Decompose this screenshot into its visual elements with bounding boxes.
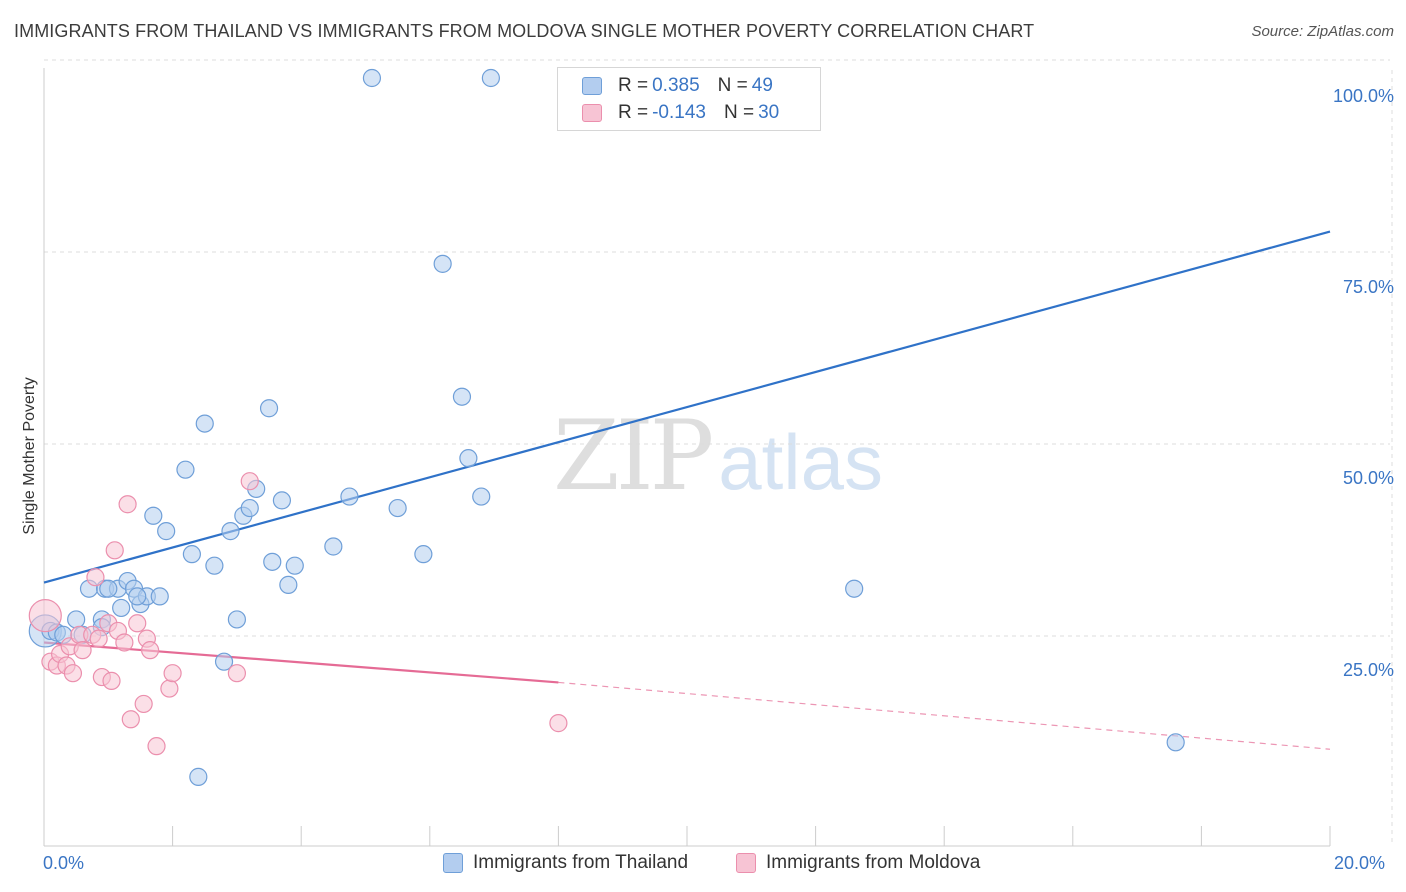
- r-value: 0.385: [652, 75, 700, 96]
- thailand-point: [227, 610, 246, 629]
- moldova-point: [147, 737, 166, 756]
- thailand-point: [195, 414, 214, 433]
- n-value: 30: [758, 102, 780, 123]
- thailand-point: [388, 498, 407, 518]
- moldova-point: [115, 633, 134, 652]
- thailand-point: [67, 610, 86, 629]
- n-value: 49: [751, 75, 773, 96]
- moldova-point: [105, 541, 124, 560]
- thailand-point: [472, 487, 491, 506]
- moldova-point: [549, 714, 568, 733]
- thailand-point: [144, 506, 163, 525]
- moldova-point: [128, 614, 147, 633]
- thailand-point: [157, 522, 176, 541]
- thailand-point: [128, 587, 147, 606]
- thailand-point: [205, 556, 224, 575]
- thailand-legend-swatch: [443, 853, 463, 873]
- thailand-point: [182, 545, 201, 564]
- n-label: N =: [723, 102, 755, 123]
- thailand-point: [433, 254, 452, 273]
- legend-item-thailand[interactable]: Immigrants from Thailand: [443, 852, 688, 874]
- n-label: N =: [717, 75, 748, 96]
- thailand-point: [414, 545, 433, 564]
- moldova-point: [86, 568, 105, 587]
- thailand-point: [324, 537, 343, 556]
- thailand-point: [279, 575, 298, 594]
- watermark: ZIP atlas: [553, 400, 883, 512]
- thailand-point: [176, 460, 195, 479]
- y-tick-label-50: 50.0%: [1342, 468, 1394, 488]
- stats-legend: R = 0.385 N = 49 R = -0.143 N = 30: [557, 67, 821, 131]
- y-tick-label-100: 100.0%: [1332, 86, 1394, 106]
- moldova-point: [240, 472, 259, 491]
- legend-row-moldova: R = -0.143 N = 30: [582, 101, 779, 125]
- thailand-point: [189, 767, 208, 786]
- source-label: Source: ZipAtlas.com: [1251, 23, 1394, 40]
- moldova-swatch: [582, 104, 602, 122]
- y-tick-label-25: 25.0%: [1342, 660, 1394, 680]
- thailand-point: [259, 399, 279, 418]
- r-label: R =: [618, 102, 649, 123]
- moldova-point: [102, 671, 121, 690]
- y-axis-label: Single Mother Poverty: [21, 377, 38, 535]
- r-label: R =: [618, 75, 649, 96]
- thailand-point: [285, 556, 304, 575]
- moldova-point: [63, 664, 83, 683]
- moldova-point: [163, 664, 182, 683]
- moldova-trend-line-extension: [558, 681, 1331, 750]
- thailand-trend-line: [43, 230, 1331, 584]
- x-tick-label-min: 0.0%: [43, 853, 85, 873]
- thailand-point: [845, 579, 864, 598]
- thailand-point: [214, 652, 234, 671]
- moldova-point: [118, 495, 137, 514]
- thailand-point: [452, 387, 472, 406]
- watermark-zip: ZIP: [553, 400, 714, 512]
- thailand-point: [99, 579, 118, 598]
- moldova-point: [160, 679, 179, 698]
- legend-row-thailand: R = 0.385 N = 49: [582, 74, 773, 98]
- thailand-point: [221, 522, 240, 541]
- r-value: -0.143: [652, 102, 706, 123]
- thailand-point: [112, 598, 131, 618]
- moldova-point: [140, 641, 160, 660]
- chart-title: IMMIGRANTS FROM THAILAND VS IMMIGRANTS F…: [14, 21, 1035, 41]
- moldova-legend-swatch: [736, 853, 756, 873]
- legend-item-moldova[interactable]: Immigrants from Moldova: [736, 852, 980, 874]
- thailand-point: [240, 498, 259, 518]
- thailand-point: [263, 552, 282, 571]
- thailand-point: [150, 587, 169, 606]
- thailand-point: [362, 68, 382, 88]
- thailand-swatch: [582, 77, 602, 95]
- thailand-point: [272, 491, 292, 510]
- moldova-legend-label: Immigrants from Moldova: [766, 852, 981, 873]
- moldova-point: [73, 641, 92, 660]
- thailand-legend-label: Immigrants from Thailand: [473, 852, 689, 873]
- x-tick-label-max: 20.0%: [1334, 853, 1386, 873]
- thailand-point: [1166, 733, 1185, 752]
- moldova-point: [134, 694, 153, 714]
- y-tick-label-75: 75.0%: [1342, 277, 1394, 297]
- moldova-point: [28, 598, 62, 633]
- watermark-atlas: atlas: [718, 418, 883, 506]
- moldova-point: [121, 710, 140, 729]
- moldova-point: [227, 664, 246, 683]
- thailand-point: [340, 487, 359, 506]
- thailand-point: [481, 68, 500, 88]
- thailand-point: [459, 449, 478, 468]
- moldova-point: [89, 629, 108, 648]
